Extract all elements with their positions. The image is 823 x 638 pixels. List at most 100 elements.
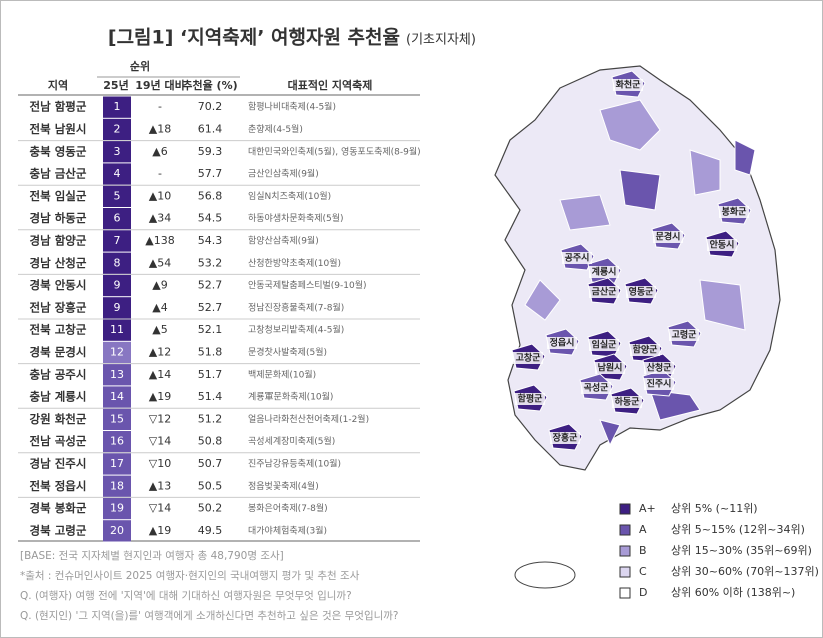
map-label-bg	[513, 352, 543, 364]
header: 대표적인 지역축제	[288, 78, 373, 92]
change: ▲19	[149, 524, 171, 537]
rank-cell	[103, 453, 131, 475]
rank: 7	[114, 234, 121, 247]
change: ▲9	[152, 279, 167, 292]
map-label-bg	[595, 362, 625, 374]
footnote: Q. (여행자) 여행 전에 '지역'에 대해 기대하신 여행자원은 무엇무엇 …	[20, 589, 352, 602]
score: 52.7	[198, 301, 223, 314]
score: 50.7	[198, 457, 223, 470]
festival: 곡성세계장미축제(5월)	[248, 435, 335, 447]
rank: 12	[110, 345, 124, 358]
region-a	[599, 139, 756, 447]
change: ▲13	[149, 479, 171, 492]
rank-cell	[103, 163, 131, 185]
change: ▲6	[152, 145, 167, 158]
map-label-bg	[626, 286, 656, 298]
region: 경북 봉화군	[30, 501, 87, 515]
header: 지역	[48, 78, 68, 92]
footnote: [BASE: 전국 지자체별 현지인과 여행자 총 48,790명 조사]	[20, 550, 284, 562]
score: 61.4	[198, 122, 223, 135]
legend-swatch	[619, 545, 631, 557]
rank: 4	[114, 167, 121, 180]
map-label: 진주시	[647, 378, 672, 390]
legend-swatch	[619, 524, 631, 536]
map-label-bg	[644, 362, 674, 374]
rank-cell	[103, 341, 131, 364]
rank: 18	[110, 479, 124, 492]
map-label-bg	[630, 344, 660, 356]
rank-cell	[103, 252, 131, 274]
region: 전남 장흥군	[30, 300, 87, 314]
legend-grade: B	[639, 544, 647, 557]
rank-cell	[103, 118, 131, 141]
legend-text: 상위 5% (~11위)	[671, 502, 758, 515]
region: 경북 고령군	[30, 523, 87, 537]
rank: 17	[110, 457, 124, 470]
map-label: 문경시	[656, 231, 681, 243]
map-label: 계룡시	[592, 266, 617, 278]
rank: 8	[114, 256, 121, 269]
map-label: 산청군	[647, 362, 673, 374]
rank: 1	[114, 100, 121, 113]
legend-grade: A+	[639, 502, 656, 515]
map-label-bg	[589, 286, 619, 298]
region-b	[524, 99, 746, 331]
subtitle: (기초지자체)	[406, 33, 476, 48]
map-label: 금산군	[592, 286, 618, 298]
festival: 산청한방약초축제(10월)	[248, 257, 341, 269]
festival: 대한민국와인축제(5월), 영동포도축제(8-9월)	[248, 145, 421, 157]
legend-swatch	[619, 587, 631, 599]
legend-text: 상위 30~60% (70위~137위)	[671, 565, 819, 578]
map-label: 함평군	[518, 393, 544, 405]
festival: 함양산삼축제(9월)	[248, 234, 319, 246]
festival: 문경찻사발축제(5월)	[248, 346, 327, 358]
map-label: 곡성군	[584, 382, 610, 394]
festival: 계룡軍문화축제(10월)	[248, 391, 333, 403]
rank-cell	[103, 230, 131, 252]
region: 경남 하동군	[30, 211, 87, 225]
change: ▲14	[149, 368, 171, 381]
rank-cell	[103, 475, 131, 497]
rank-cell	[103, 520, 131, 542]
rank: 14	[110, 390, 124, 403]
map-label: 공주시	[565, 253, 590, 264]
rank: 9	[114, 279, 121, 292]
rank: 15	[110, 412, 124, 425]
map-label-bg	[719, 206, 749, 218]
rank-cell	[103, 274, 131, 297]
map-label-bg	[669, 329, 699, 341]
festival: 함평나비대축제(4-5월)	[248, 101, 336, 113]
change: ▲4	[152, 301, 167, 314]
rank: 11	[110, 323, 124, 336]
score: 50.2	[198, 502, 223, 515]
map-label: 장흥군	[553, 432, 579, 444]
rank: 3	[114, 145, 121, 158]
legend-swatch	[619, 566, 631, 578]
header: 25년	[103, 78, 128, 92]
legend-text: 상위 60% 이하 (138위~)	[671, 585, 795, 599]
map-label-bg	[562, 252, 592, 264]
festival: 백제문화제(10월)	[248, 368, 316, 380]
change: ▽14	[149, 435, 171, 448]
header: 추천율 (%)	[182, 78, 237, 92]
rank: 13	[110, 368, 124, 381]
festival: 진주남강유등축제(10월)	[248, 457, 341, 469]
festival: 안동국제탈춤페스티벌(9-10월)	[248, 279, 367, 291]
map-label-bg	[707, 239, 737, 251]
score: 52.1	[198, 323, 223, 336]
rank-cell	[103, 364, 131, 386]
map-label: 고령군	[672, 329, 698, 341]
region: 경북 안동시	[30, 278, 87, 292]
rank-cell	[103, 185, 131, 207]
change: -	[158, 100, 162, 113]
rank: 2	[114, 122, 121, 135]
map-label: 함양군	[633, 344, 659, 356]
score: 51.4	[198, 390, 223, 403]
footnote: Q. (현지인) '그 지역(을)를' 여행객에게 소개하신다면 추천하고 싶은…	[20, 609, 399, 622]
map-label-bg	[653, 231, 683, 243]
score: 50.5	[198, 479, 223, 492]
score: 49.5	[198, 524, 223, 537]
region: 전북 정읍시	[30, 479, 87, 493]
